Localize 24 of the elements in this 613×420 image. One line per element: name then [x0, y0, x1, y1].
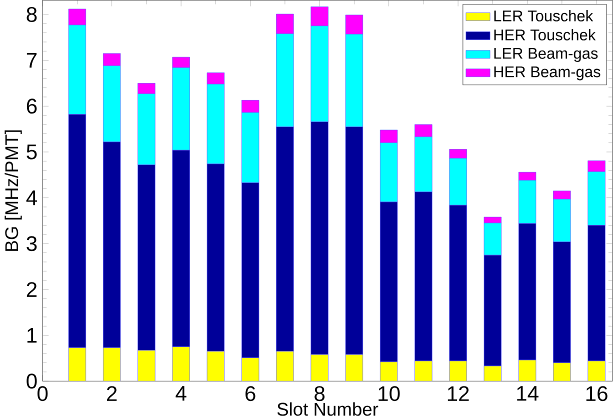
x-tick-label: 4 [176, 386, 186, 400]
x-tick-label: 14 [517, 386, 538, 400]
y-tick-label: 1 [27, 328, 37, 342]
x-tick-label: 16 [586, 386, 608, 401]
y-tick-label: 4 [26, 190, 37, 205]
x-tick-label: 2 [107, 386, 117, 401]
y-tick-label: 6 [26, 98, 37, 114]
y-tick-label: 0 [26, 373, 37, 388]
legend-label: HER Touschek [494, 28, 596, 40]
x-tick-label: 0 [38, 386, 48, 401]
legend-label: HER Beam-gas [494, 66, 600, 80]
x-axis-title: Slot Number [277, 402, 378, 416]
y-tick-label: 3 [26, 236, 37, 251]
y-tick-label: 8 [26, 6, 37, 22]
x-tick-label: 10 [378, 386, 400, 401]
legend-label: LER Touschek [494, 10, 594, 22]
legend-label: LER Beam-gas [494, 48, 598, 62]
x-tick-label: 12 [448, 386, 469, 401]
y-tick-label: 5 [26, 144, 37, 160]
x-tick-label: 6 [246, 386, 256, 401]
y-axis-title: BG [MHz/PMT] [4, 130, 22, 251]
y-tick-label: 7 [26, 52, 37, 68]
x-tick-label: 8 [314, 386, 325, 401]
y-tick-label: 2 [26, 282, 37, 297]
